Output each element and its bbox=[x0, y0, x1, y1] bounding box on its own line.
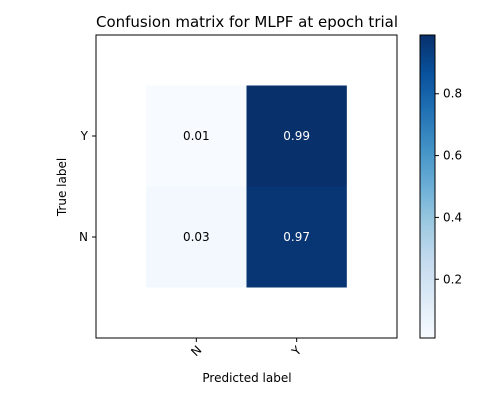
colorbar-tick-label: 0.4 bbox=[443, 210, 462, 224]
colorbar bbox=[419, 34, 436, 339]
cell-value-label: 0.99 bbox=[283, 129, 310, 143]
y-tick-label: N bbox=[79, 230, 88, 244]
chart-title: Confusion matrix for MLPF at epoch trial bbox=[96, 13, 398, 31]
cell-value-label: 0.01 bbox=[183, 129, 210, 143]
heatmap-cells: 0.01 0.99 0.03 0.97 bbox=[146, 85, 347, 288]
colorbar-tick-label: 0.8 bbox=[443, 87, 462, 101]
heatmap-cell bbox=[246, 186, 347, 288]
x-axis-label: Predicted label bbox=[202, 371, 291, 385]
heatmap-cell bbox=[146, 186, 247, 288]
heatmap-cell bbox=[246, 85, 347, 187]
x-tick-label: N bbox=[188, 343, 204, 359]
colorbar-tick-label: 0.2 bbox=[443, 272, 462, 286]
colorbar-tick-label: 0.6 bbox=[443, 149, 462, 163]
y-ticks: YN bbox=[79, 129, 96, 244]
y-axis-label: True label bbox=[55, 158, 69, 217]
y-tick-label: Y bbox=[80, 129, 89, 143]
heatmap-cell bbox=[146, 85, 247, 187]
colorbar-ticks: 0.2 0.4 0.6 0.8 bbox=[435, 87, 462, 286]
cell-value-label: 0.97 bbox=[283, 230, 310, 244]
cell-value-label: 0.03 bbox=[183, 230, 210, 244]
x-tick-label: Y bbox=[288, 343, 304, 359]
